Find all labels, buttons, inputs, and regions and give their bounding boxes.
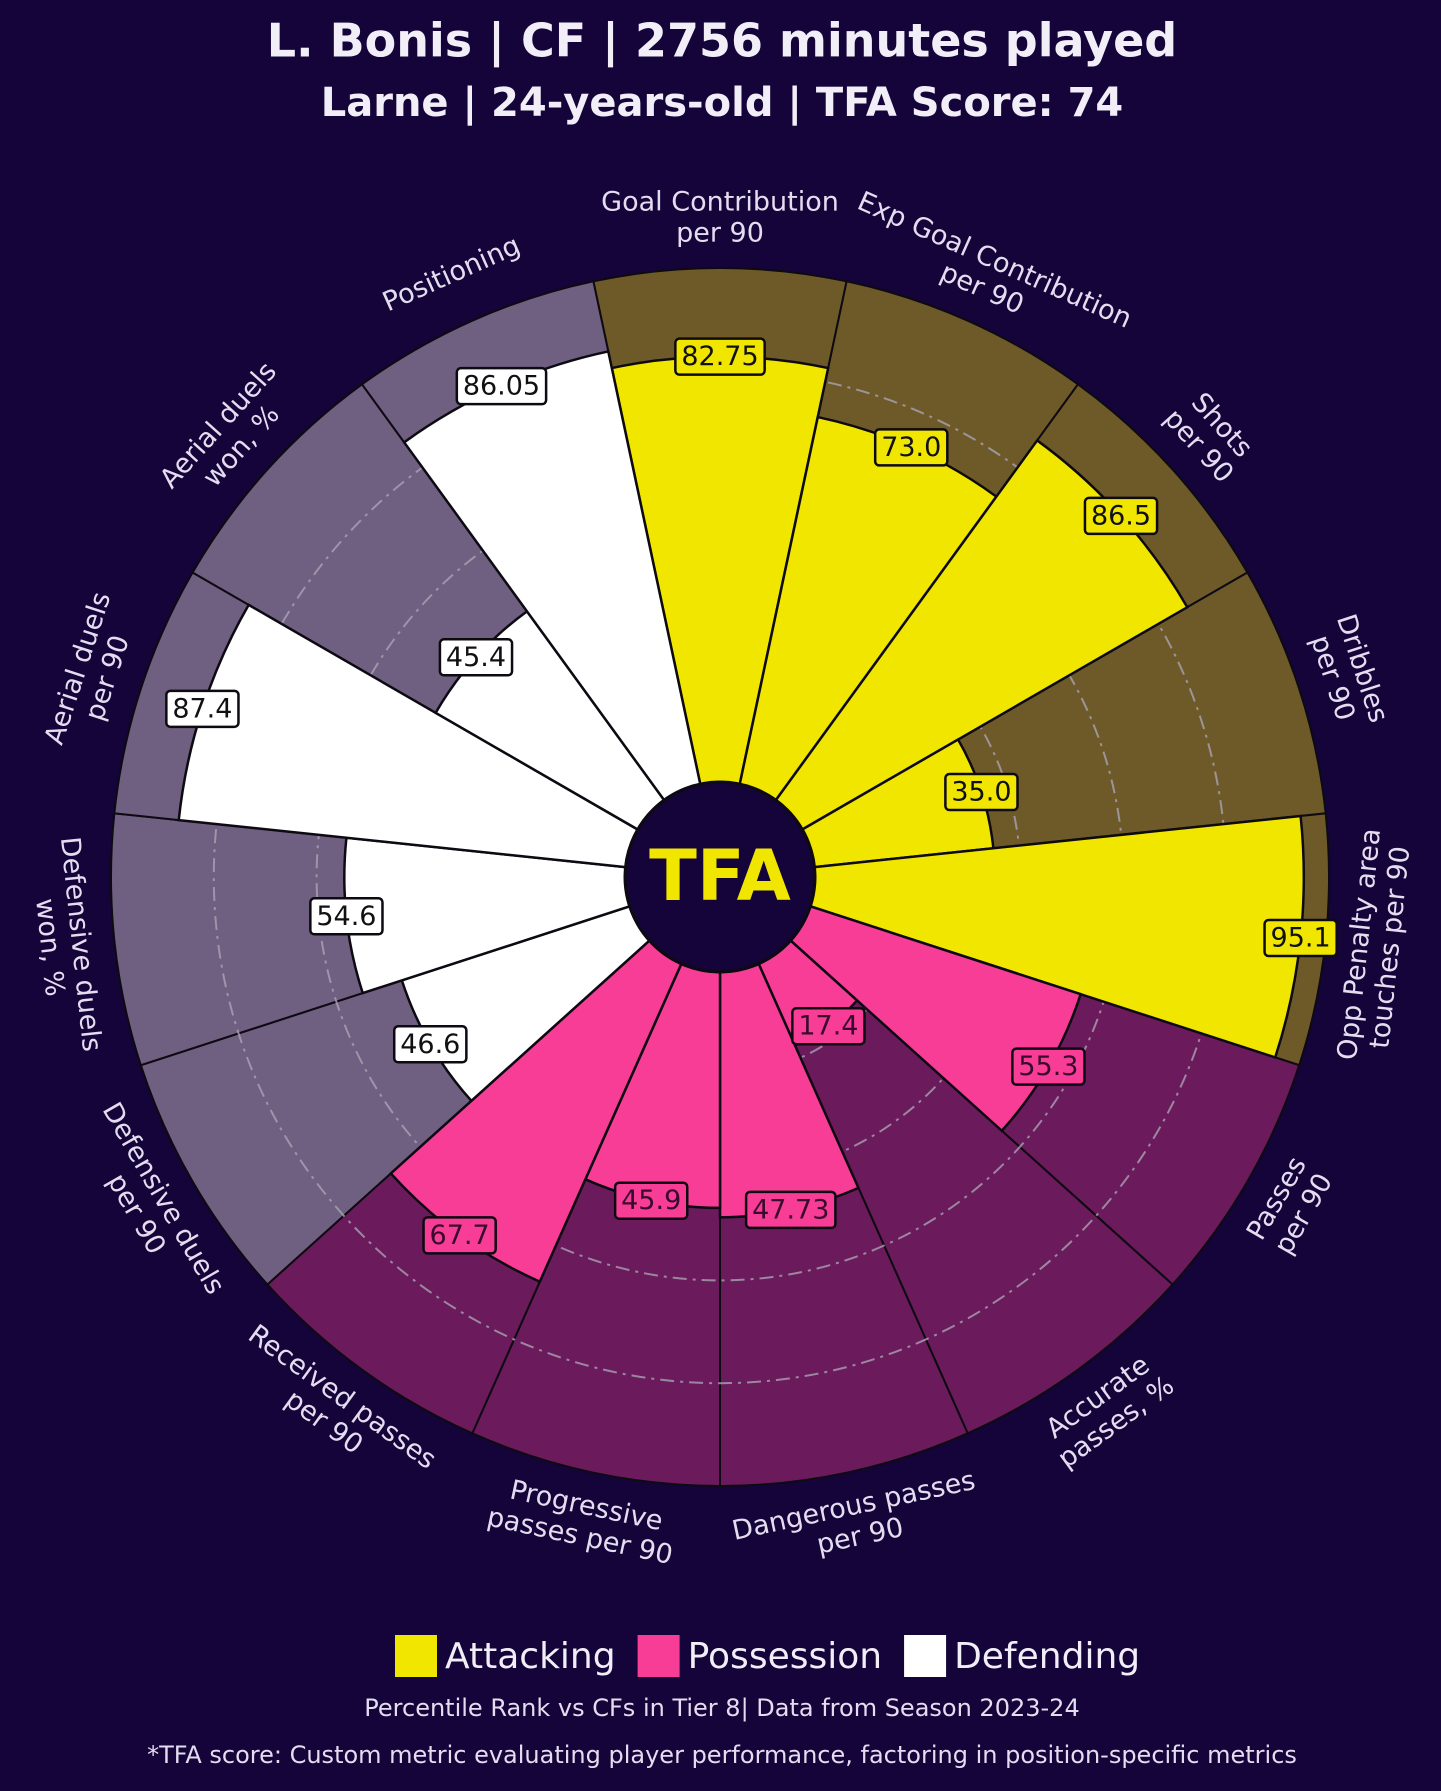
value-label-box bbox=[422, 1216, 497, 1255]
value-label-text: 46.6 bbox=[400, 1029, 460, 1060]
category-label: Goal Contribution per 90 bbox=[601, 186, 839, 248]
value-label: 87.4 bbox=[165, 689, 240, 729]
value-label-text: 45.9 bbox=[621, 1185, 681, 1216]
value-label: 86.5 bbox=[1083, 496, 1159, 536]
value-label-box bbox=[791, 1006, 866, 1046]
value-label-text: 73.0 bbox=[881, 432, 941, 463]
value-label-box bbox=[309, 897, 384, 936]
legend-label: Attacking bbox=[445, 1636, 616, 1677]
value-label: 35.0 bbox=[944, 772, 1019, 812]
value-label-text: 47.73 bbox=[752, 1194, 829, 1225]
center-circle bbox=[623, 780, 817, 974]
footnote: *TFA score: Custom metric evaluating pla… bbox=[147, 1741, 1297, 1769]
value-label: 73.0 bbox=[873, 428, 949, 467]
value-label: 45.9 bbox=[613, 1181, 689, 1220]
value-label-text: 87.4 bbox=[172, 693, 232, 724]
value-label: 95.1 bbox=[1263, 918, 1338, 958]
value-label-text: 86.5 bbox=[1091, 500, 1151, 531]
value-label-text: 54.6 bbox=[316, 901, 376, 932]
value-label: 86.05 bbox=[455, 366, 548, 406]
value-label: 47.73 bbox=[744, 1190, 837, 1230]
footnote: Percentile Rank vs CFs in Tier 8| Data f… bbox=[364, 1694, 1079, 1722]
legend-label: Possession bbox=[688, 1636, 882, 1677]
legend-swatch bbox=[395, 1635, 437, 1677]
value-label-text: 95.1 bbox=[1271, 923, 1331, 954]
value-label-text: 35.0 bbox=[951, 777, 1011, 808]
value-label-text: 55.3 bbox=[1018, 1051, 1078, 1082]
value-label: 45.4 bbox=[438, 638, 514, 677]
value-label: 54.6 bbox=[309, 897, 384, 936]
value-label-box bbox=[1083, 496, 1159, 536]
chart-subtitle: Larne | 24-years-old | TFA Score: 74 bbox=[321, 80, 1124, 127]
value-label-box bbox=[165, 689, 240, 729]
legend-swatch bbox=[904, 1635, 947, 1677]
value-label-box bbox=[1011, 1047, 1086, 1086]
value-label-box bbox=[744, 1190, 837, 1230]
value-label-text: 82.75 bbox=[681, 341, 758, 372]
value-label-box bbox=[944, 772, 1019, 812]
center-logo: TFA bbox=[649, 835, 791, 917]
value-label-box bbox=[392, 1025, 468, 1064]
value-label-box bbox=[438, 638, 514, 677]
value-label: 46.6 bbox=[392, 1025, 468, 1064]
value-label-text: 45.4 bbox=[446, 642, 506, 673]
value-label: 17.4 bbox=[791, 1006, 866, 1046]
value-label: 55.3 bbox=[1011, 1047, 1086, 1086]
value-label: 82.75 bbox=[674, 337, 766, 376]
value-label-box bbox=[873, 428, 949, 467]
value-label-text: 17.4 bbox=[798, 1011, 858, 1042]
value-label-box bbox=[674, 337, 766, 376]
value-label-box bbox=[1263, 918, 1338, 958]
chart-title: L. Bonis | CF | 2756 minutes played bbox=[267, 14, 1177, 69]
value-label: 67.7 bbox=[422, 1216, 497, 1255]
legend-label: Defending bbox=[954, 1636, 1140, 1677]
value-label-box bbox=[455, 366, 548, 406]
value-label-text: 86.05 bbox=[463, 371, 540, 402]
value-label-box bbox=[613, 1181, 689, 1220]
value-label-text: 67.7 bbox=[430, 1220, 490, 1251]
legend-swatch bbox=[637, 1635, 680, 1677]
